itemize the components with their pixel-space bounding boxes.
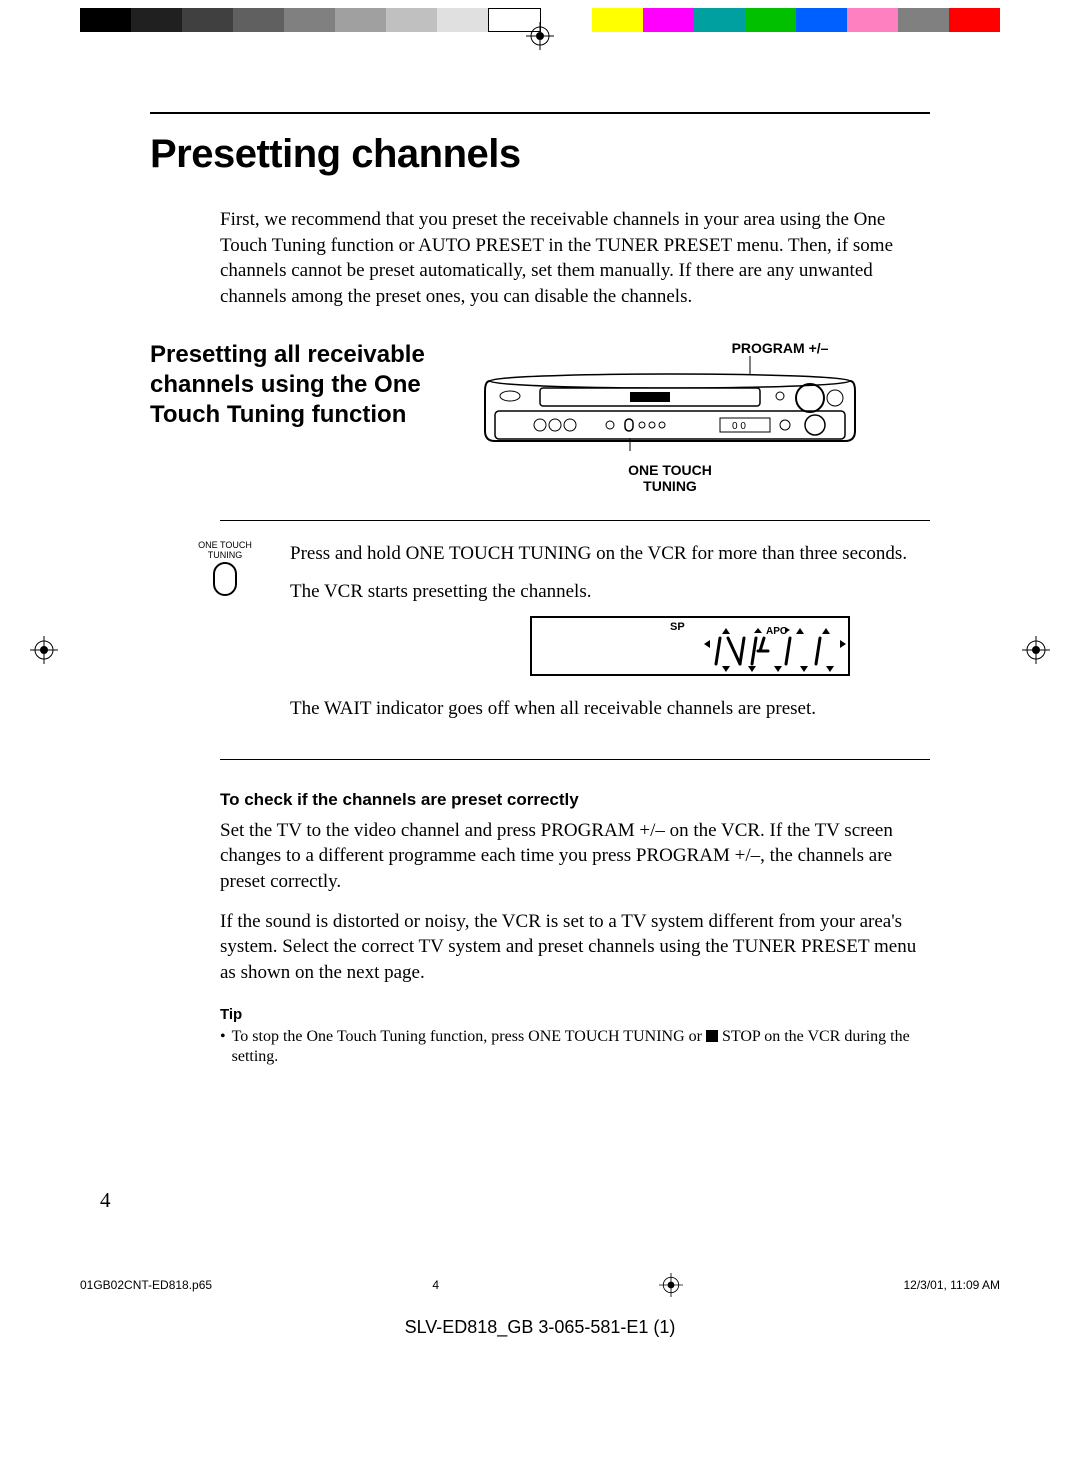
registration-mark-icon — [1022, 636, 1050, 664]
print-footer: 01GB02CNT-ED818.p65 4 12/3/01, 11:09 AM — [80, 1273, 1000, 1297]
check-paragraph-2: If the sound is distorted or noisy, the … — [220, 909, 930, 986]
vcr-display-diagram: SP APC — [530, 616, 930, 684]
registration-mark-icon — [30, 636, 58, 664]
step-text-2: The VCR starts presetting the channels. — [290, 579, 930, 605]
registration-mark-icon — [659, 1273, 683, 1297]
check-paragraph-1: Set the TV to the video channel and pres… — [220, 818, 930, 895]
tip-heading: Tip — [220, 1006, 930, 1023]
footer-file: 01GB02CNT-ED818.p65 — [80, 1278, 212, 1292]
divider — [220, 759, 930, 760]
vcr-illustration-icon: 0 0 — [480, 356, 860, 451]
page-number: 4 — [100, 1188, 1080, 1213]
vcr-display-icon: SP APC — [530, 616, 850, 676]
bullet-icon: • — [220, 1027, 226, 1069]
check-heading: To check if the channels are preset corr… — [220, 790, 930, 810]
top-rule — [150, 112, 930, 114]
divider — [220, 520, 930, 521]
step-text-3: The WAIT indicator goes off when all rec… — [290, 696, 930, 722]
registration-mark-icon — [526, 22, 554, 50]
step-button-icon: ONE TOUCH TUNING — [180, 541, 270, 734]
vcr-label-program: PROGRAM +/– — [630, 340, 930, 356]
vcr-diagram: PROGRAM +/– 0 0 — [480, 340, 930, 496]
document-id: SLV-ED818_GB 3-065-581-E1 (1) — [0, 1317, 1080, 1338]
intro-paragraph: First, we recommend that you preset the … — [220, 207, 930, 310]
page-title: Presetting channels — [150, 132, 930, 177]
svg-text:0 0: 0 0 — [732, 421, 746, 432]
display-sp-label: SP — [670, 621, 685, 633]
tip-body: • To stop the One Touch Tuning function,… — [220, 1027, 930, 1069]
display-apc-label: APC — [766, 626, 787, 637]
button-shape-icon — [212, 561, 238, 597]
footer-datetime: 12/3/01, 11:09 AM — [903, 1278, 1000, 1292]
stop-icon — [706, 1030, 718, 1042]
step-text-1: Press and hold ONE TOUCH TUNING on the V… — [290, 541, 930, 567]
footer-page: 4 — [432, 1278, 439, 1292]
vcr-label-one-touch: ONE TOUCH TUNING — [410, 462, 930, 496]
